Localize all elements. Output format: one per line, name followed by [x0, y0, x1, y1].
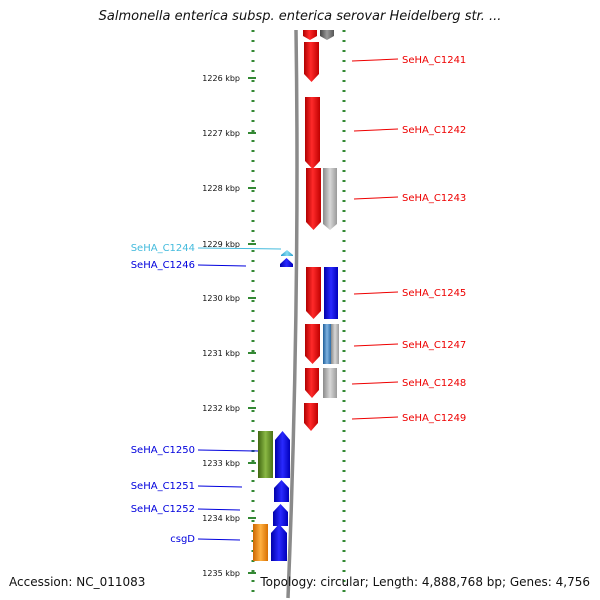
label-leader-line — [197, 449, 259, 452]
gene-arrow-c1247[interactable] — [305, 324, 320, 364]
label-leader-line — [197, 538, 241, 541]
label-leader-line — [351, 416, 399, 420]
gene-arrow-c1250-olive[interactable] — [258, 431, 273, 478]
tick-label: 1232 kbp — [202, 404, 240, 413]
gene-label-left[interactable]: SeHA_C1251 — [131, 481, 195, 492]
tick-label: 1231 kbp — [202, 349, 240, 358]
gene-arrow-c1251[interactable] — [274, 480, 289, 502]
gene-arrow-c1247-gray[interactable] — [331, 324, 339, 364]
gene-arrow-c1245[interactable] — [306, 267, 321, 319]
label-leader-line — [197, 485, 243, 488]
gene-label-right[interactable]: SeHA_C1248 — [402, 378, 466, 389]
tick-label: 1234 kbp — [202, 514, 240, 523]
label-leader-line — [353, 196, 399, 200]
label-leader-line — [351, 381, 399, 385]
label-leader-line — [353, 343, 399, 347]
gene-label-left[interactable]: SeHA_C1252 — [131, 504, 195, 515]
tick-label: 1233 kbp — [202, 459, 240, 468]
organism-title: Salmonella enterica subsp. enterica sero… — [98, 9, 502, 24]
gene-label-left[interactable]: SeHA_C1246 — [131, 260, 195, 271]
tick-label: 1229 kbp — [202, 240, 240, 249]
gene-arrow-c1247-steel[interactable] — [323, 324, 331, 364]
label-leader-line — [197, 264, 247, 267]
gene-arrow-c1252[interactable] — [273, 504, 288, 526]
tick-label: 1227 kbp — [202, 129, 240, 138]
gene-arrow-c1248[interactable] — [305, 368, 319, 398]
gene-label-right[interactable]: SeHA_C1241 — [402, 55, 466, 66]
gene-arrow-c1243[interactable] — [306, 168, 321, 230]
gene-arrow-c1243-gray[interactable] — [323, 168, 337, 230]
gene-label-layer: SeHA_C1241 SeHA_C1242 SeHA_C1243 SeHA_C1245… — [131, 55, 467, 545]
label-leader-line — [197, 508, 241, 511]
gene-label-right[interactable]: SeHA_C1243 — [402, 193, 466, 204]
gene-arrow-c1242[interactable] — [305, 97, 320, 169]
gene-arrow-top[interactable] — [303, 30, 317, 40]
label-leader-line — [353, 291, 399, 295]
gene-arrow-csgd[interactable] — [271, 524, 287, 561]
gene-label-right[interactable]: SeHA_C1245 — [402, 288, 466, 299]
gene-label-right[interactable]: SeHA_C1249 — [402, 413, 466, 424]
gene-label-left[interactable]: SeHA_C1244 — [131, 243, 195, 254]
gene-layer — [253, 30, 339, 561]
gene-arrow-c1241[interactable] — [304, 42, 319, 82]
label-leader-line — [351, 58, 399, 62]
label-leader-line — [197, 247, 282, 250]
topology-text: Topology: circular; Length: 4,888,768 bp… — [260, 575, 590, 589]
gene-arrow-c1246[interactable] — [280, 258, 293, 267]
gene-arrow-c1249[interactable] — [304, 403, 318, 431]
gene-label-left[interactable]: csgD — [170, 534, 195, 545]
gene-arrow-c1250[interactable] — [275, 431, 290, 478]
backbone-layer — [286, 29, 299, 599]
tick-label: 1226 kbp — [202, 74, 240, 83]
tick-label: 1230 kbp — [202, 294, 240, 303]
gene-label-left[interactable]: SeHA_C1250 — [131, 445, 195, 456]
accession-text: Accession: NC_011083 — [9, 575, 146, 589]
gene-label-right[interactable]: SeHA_C1247 — [402, 340, 466, 351]
genome-backbone — [286, 29, 299, 599]
gene-arrow-c1244[interactable] — [281, 250, 293, 256]
gene-arrow-top-gray[interactable] — [320, 30, 334, 40]
tick-label: 1228 kbp — [202, 184, 240, 193]
gene-arrow-c1248-gray[interactable] — [323, 368, 337, 398]
gene-label-right[interactable]: SeHA_C1242 — [402, 125, 466, 136]
tick-label: 1235 kbp — [202, 569, 240, 578]
label-leader-line — [353, 128, 399, 132]
tick-layer: 1226 kbp 1227 kbp 1228 kbp 1229 kbp 1230 kbp… — [202, 74, 256, 578]
gene-arrow-orange[interactable] — [253, 524, 268, 561]
gene-arrow-c1245-blue[interactable] — [324, 267, 338, 319]
